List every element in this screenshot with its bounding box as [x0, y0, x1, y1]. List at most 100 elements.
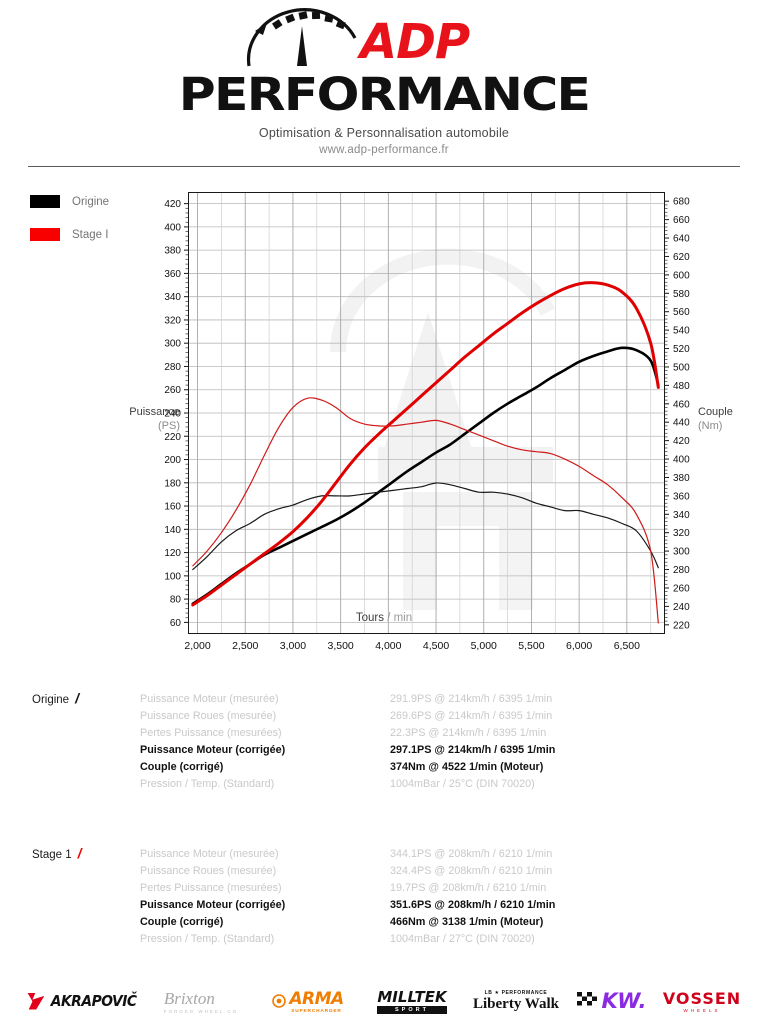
y-axis-left-unit: (PS) [158, 420, 180, 432]
sponsor-label: AKRAPOVIČ [51, 992, 137, 1010]
svg-text:640: 640 [673, 234, 690, 245]
result-row-value: 1004mBar / 27°C (DIN 70020) [390, 932, 535, 945]
result-row-value: 291.9PS @ 214km/h / 6395 1/min [390, 692, 553, 705]
svg-text:300: 300 [164, 339, 181, 350]
sponsor-akrapovic: AKRAPOVIČ [24, 978, 144, 1024]
y-axis-left-title: Puissance (PS) [88, 405, 180, 433]
sponsor-vossen: VOSSEN WHEELS [652, 978, 752, 1024]
chart-plot-area [188, 192, 665, 634]
result-row: Puissance Moteur (mesurée) 344.1PS @ 208k… [140, 845, 700, 862]
result-row-value: 297.1PS @ 214km/h / 6395 1/min [390, 743, 556, 756]
svg-text:260: 260 [673, 583, 690, 594]
result-title-text: Origine [32, 694, 70, 706]
svg-text:140: 140 [164, 525, 181, 536]
sponsor-sublabel: FORGED WHEEL CO [163, 1008, 239, 1014]
result-title-text: Stage 1 [32, 849, 72, 861]
sponsor-sublabel: WHEELS [683, 1008, 721, 1013]
arma-gear-icon [272, 994, 287, 1008]
result-row-value: 374Nm @ 4522 1/min (Moteur) [390, 760, 544, 773]
logo-website: www.adp-performance.fr [319, 144, 449, 156]
akrapovic-icon [27, 992, 45, 1010]
svg-text:380: 380 [164, 246, 181, 257]
svg-text:560: 560 [673, 307, 690, 318]
svg-text:320: 320 [673, 528, 690, 539]
sponsor-kw: KW. [570, 978, 654, 1024]
legend-item-origine: Origine [30, 195, 160, 208]
result-title-origine: Origine / [32, 690, 79, 706]
svg-text:600: 600 [673, 270, 690, 281]
speedometer-icon [246, 8, 357, 67]
result-row-key: Puissance Moteur (mesurée) [140, 847, 279, 860]
result-row-value: 1004mBar / 25°C (DIN 70020) [390, 777, 535, 790]
result-row: Pression / Temp. (Standard) 1004mBar / 27… [140, 930, 700, 947]
svg-text:420: 420 [164, 199, 181, 210]
result-row: Puissance Moteur (corrigée) 351.6PS @ 208… [140, 896, 700, 913]
header-divider [28, 166, 740, 167]
legend-label-stage1: Stage I [72, 228, 109, 241]
svg-text:320: 320 [164, 315, 181, 326]
report-header: ADP PERFORMANCE Optimisation & Personnal… [0, 0, 768, 167]
sponsor-sublabel: SUPERCHARGER [291, 1008, 342, 1014]
logo-adp-text: ADP [360, 14, 470, 70]
svg-text:360: 360 [673, 491, 690, 502]
svg-text:400: 400 [673, 455, 690, 466]
svg-text:660: 660 [673, 215, 690, 226]
logo-tagline: Optimisation & Personnalisation automobi… [258, 126, 510, 140]
svg-text:340: 340 [673, 510, 690, 521]
sponsor-sublabel: SPORT [377, 1006, 447, 1014]
result-row-key: Puissance Moteur (mesurée) [140, 692, 279, 705]
result-row-key: Puissance Moteur (corrigée) [140, 898, 286, 911]
result-row: Puissance Roues (mesurée) 324.4PS @ 208km… [140, 862, 700, 879]
svg-text:680: 680 [673, 197, 690, 208]
svg-text:280: 280 [673, 565, 690, 576]
legend-swatch-stage1 [30, 228, 60, 241]
y-axis-left-name: Puissance [129, 406, 180, 418]
svg-text:540: 540 [673, 326, 690, 337]
result-row-key: Couple (corrigé) [140, 915, 224, 928]
result-row-value: 19.7PS @ 208km/h / 6210 1/min [390, 881, 547, 894]
logo-performance-text: PERFORMANCE [178, 68, 591, 121]
y-axis-right-title: Couple (Nm) [698, 405, 768, 433]
sponsor-label: Brixton [163, 988, 215, 1008]
svg-text:100: 100 [164, 571, 181, 582]
sponsor-label: Liberty Walk [473, 995, 559, 1012]
x-axis-tick: 6,000 [565, 640, 593, 652]
result-row-value: 324.4PS @ 208km/h / 6210 1/min [390, 864, 553, 877]
x-axis-tick: 4,500 [422, 640, 450, 652]
x-axis-tick: 3,000 [279, 640, 307, 652]
sponsor-label: MILLTEK [377, 988, 447, 1006]
chart-legend: Origine Stage I [30, 195, 160, 261]
checkered-flag-icon [577, 992, 598, 1006]
svg-text:260: 260 [164, 385, 181, 396]
result-row-value: 22.3PS @ 214km/h / 6395 1/min [390, 726, 547, 739]
result-row: Puissance Roues (mesurée) 269.6PS @ 214km… [140, 707, 700, 724]
sponsor-brixton: Brixton FORGED WHEEL CO [146, 978, 256, 1024]
result-row: Puissance Moteur (mesurée) 291.9PS @ 214k… [140, 690, 700, 707]
svg-text:500: 500 [673, 362, 690, 373]
svg-text:300: 300 [673, 547, 690, 558]
legend-item-stage1: Stage I [30, 228, 160, 241]
sponsor-milltek: MILLTEK SPORT [360, 978, 464, 1024]
result-row: Couple (corrigé) 374Nm @ 4522 1/min (Mote… [140, 758, 700, 775]
svg-text:420: 420 [673, 436, 690, 447]
svg-text:580: 580 [673, 289, 690, 300]
x-axis-tick: 4,000 [375, 640, 402, 652]
result-title-stage1: Stage 1/ [32, 845, 82, 861]
result-table-origine: Puissance Moteur (mesurée) 291.9PS @ 214k… [140, 690, 700, 792]
svg-text:80: 80 [170, 595, 182, 606]
svg-text:280: 280 [164, 362, 181, 373]
result-row-key: Puissance Roues (mesurée) [140, 709, 277, 722]
y-axis-right-unit: (Nm) [698, 420, 723, 432]
x-axis-name: Tours [355, 612, 384, 624]
x-axis-title: Tours / min [0, 612, 768, 624]
x-axis-tick: 5,500 [518, 640, 545, 652]
svg-text:180: 180 [164, 478, 181, 489]
result-table-stage1: Puissance Moteur (mesurée) 344.1PS @ 208k… [140, 845, 700, 947]
result-row: Pression / Temp. (Standard) 1004mBar / 25… [140, 775, 700, 792]
result-row: Couple (corrigé) 466Nm @ 3138 1/min (Mote… [140, 913, 700, 930]
sponsor-liberty-walk: LB ★ PERFORMANCE Liberty Walk [460, 978, 572, 1024]
sponsor-label: KW. [601, 989, 647, 1013]
sponsor-label: VOSSEN [662, 989, 742, 1008]
x-axis-tick: 5,000 [470, 640, 497, 652]
